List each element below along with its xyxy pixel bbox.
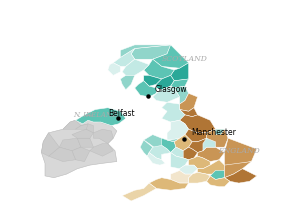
Polygon shape [120, 45, 171, 58]
Polygon shape [167, 138, 180, 142]
Polygon shape [135, 81, 156, 97]
Polygon shape [198, 160, 224, 174]
Polygon shape [59, 138, 81, 151]
Polygon shape [153, 45, 189, 68]
Polygon shape [90, 144, 113, 156]
Polygon shape [185, 129, 206, 142]
Polygon shape [189, 138, 206, 152]
Polygon shape [113, 49, 135, 66]
Text: Manchester: Manchester [191, 128, 236, 137]
Polygon shape [171, 63, 189, 81]
Polygon shape [180, 115, 215, 133]
Polygon shape [149, 178, 189, 190]
Polygon shape [174, 86, 189, 104]
Polygon shape [153, 86, 180, 102]
Polygon shape [206, 176, 230, 187]
Polygon shape [171, 147, 189, 158]
Polygon shape [180, 165, 198, 174]
Polygon shape [76, 124, 88, 129]
Polygon shape [77, 138, 94, 147]
Polygon shape [189, 172, 210, 183]
Polygon shape [76, 108, 126, 126]
Text: ENGLAND: ENGLAND [218, 147, 260, 155]
Polygon shape [167, 120, 189, 140]
Text: Belfast: Belfast [108, 109, 134, 118]
Polygon shape [144, 135, 176, 154]
Polygon shape [144, 59, 174, 79]
Text: SCOTLAND: SCOTLAND [162, 55, 208, 63]
Polygon shape [140, 140, 153, 156]
Polygon shape [174, 135, 192, 151]
Polygon shape [49, 147, 76, 161]
Polygon shape [203, 138, 215, 151]
Polygon shape [72, 129, 94, 138]
Polygon shape [63, 120, 81, 129]
Polygon shape [122, 183, 156, 201]
Polygon shape [162, 138, 176, 152]
Polygon shape [224, 169, 257, 183]
Polygon shape [144, 75, 162, 86]
Polygon shape [41, 120, 117, 178]
Polygon shape [120, 75, 135, 90]
Polygon shape [180, 93, 198, 111]
Polygon shape [189, 156, 210, 169]
Text: Glasgow: Glasgow [154, 85, 187, 94]
Polygon shape [224, 161, 251, 178]
Polygon shape [224, 138, 257, 165]
Polygon shape [149, 145, 171, 160]
Polygon shape [180, 108, 198, 117]
Polygon shape [215, 129, 224, 135]
Polygon shape [171, 79, 189, 88]
Polygon shape [183, 147, 198, 160]
Polygon shape [94, 129, 113, 144]
Text: N. IRELAND: N. IRELAND [73, 111, 118, 119]
Polygon shape [156, 75, 174, 90]
Polygon shape [171, 171, 192, 183]
Polygon shape [171, 152, 189, 169]
Polygon shape [206, 129, 228, 147]
Polygon shape [147, 152, 165, 165]
Polygon shape [108, 63, 120, 75]
Polygon shape [210, 171, 224, 180]
Polygon shape [131, 45, 171, 59]
Polygon shape [198, 147, 224, 161]
Polygon shape [122, 59, 149, 75]
Polygon shape [81, 124, 94, 133]
Polygon shape [162, 102, 185, 122]
Polygon shape [72, 147, 90, 161]
Polygon shape [41, 133, 59, 156]
